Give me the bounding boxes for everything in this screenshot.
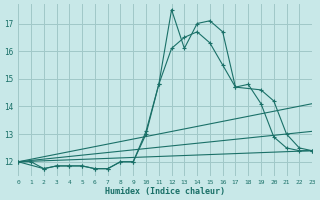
X-axis label: Humidex (Indice chaleur): Humidex (Indice chaleur) [105, 187, 225, 196]
